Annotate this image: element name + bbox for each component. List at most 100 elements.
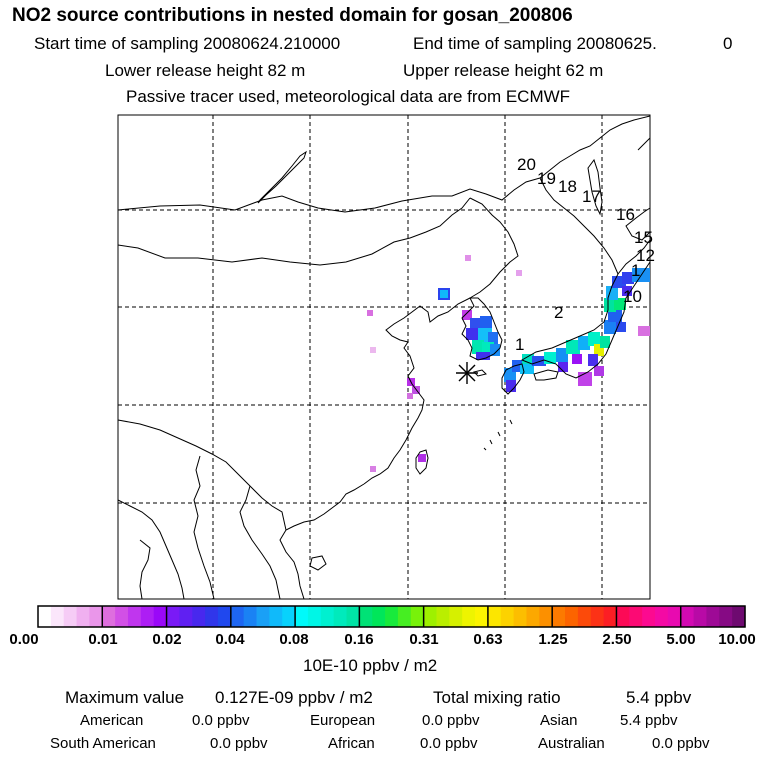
plume-cell (462, 310, 472, 320)
kamchatka-coast (637, 137, 651, 151)
plume-cell (522, 354, 534, 366)
colorbar-cell (385, 606, 399, 627)
colorbar-cell (462, 606, 476, 627)
region-value: 0.0 ppbv (422, 712, 480, 729)
colorbar-cell (629, 606, 643, 627)
jeju-island (473, 369, 487, 377)
region-value: 5.4 ppbv (620, 712, 678, 729)
colorbar-cell (475, 606, 489, 627)
trajectory-label: 17 (582, 187, 601, 206)
shikoku-coast (533, 369, 559, 381)
colorbar-cell (256, 606, 270, 627)
colorbar-cell (706, 606, 720, 627)
plume-cell (622, 272, 634, 284)
plume-cell (490, 344, 500, 356)
end-time-value: 0 (723, 34, 733, 53)
coastlines (117, 115, 651, 600)
colorbar-cell (230, 606, 245, 627)
colorbar-cell (359, 606, 373, 627)
trajectory-label: 20 (517, 155, 536, 174)
colorbar-cell (307, 606, 322, 627)
colorbar-cell (76, 606, 91, 627)
south-china-coast (279, 483, 365, 600)
border-southwest (117, 419, 287, 531)
colorbar-cell (719, 606, 733, 627)
plume-cell (370, 466, 376, 472)
region-name: Australian (538, 735, 605, 752)
concentration-field (367, 255, 650, 472)
colorbar-cell (539, 606, 553, 627)
trajectory-labels: 1 2 10 1 12 15 16 17 18 19 20 (515, 155, 655, 354)
colorbar-cell (500, 606, 515, 627)
hainan-coast (309, 555, 327, 571)
china-coast (363, 297, 471, 485)
colorbar-cell (179, 606, 193, 627)
total-mixing-value: 5.4 ppbv (626, 688, 692, 707)
trajectory-label: 2 (554, 303, 563, 322)
trajectory-label: 18 (558, 177, 577, 196)
russia-coast (539, 115, 651, 179)
trajectory-label: 1 (631, 261, 640, 280)
colorbar-cell (410, 606, 425, 627)
trajectory-label: 19 (537, 169, 556, 188)
colorbar-tick-label: 0.01 (88, 631, 118, 648)
colorbar-cell (590, 606, 605, 627)
colorbar-cell (102, 606, 116, 627)
plume-cell (480, 316, 492, 330)
colorbar-cell (346, 606, 360, 627)
region-value: 0.0 ppbv (210, 735, 268, 752)
region-name: European (310, 712, 376, 729)
colorbar-tick-label: 10.00 (718, 631, 756, 648)
plume-cell (418, 454, 426, 462)
trajectory-label: 15 (634, 228, 653, 247)
colorbar-cell (436, 606, 450, 627)
region-name: American (80, 712, 144, 729)
colorbar-cell (205, 606, 219, 627)
colorbar-unit: 10E-10 ppbv / m2 (303, 656, 438, 675)
colorbar-cell (320, 606, 335, 627)
honshu-coast (520, 238, 651, 379)
trajectory-label: 1 (515, 335, 524, 354)
taiwan-coast (415, 449, 429, 475)
plume-cell (558, 362, 568, 372)
colorbar-tick-label: 0.31 (409, 631, 439, 648)
region-name: South American (50, 735, 156, 752)
plume-cell (470, 318, 482, 330)
colorbar-cell (423, 606, 438, 627)
colorbar-cell (487, 606, 502, 627)
border-myanmar (193, 455, 215, 600)
colorbar-cell (603, 606, 618, 627)
colorbar-cell (397, 606, 412, 627)
plume-cell (516, 270, 522, 276)
plume-cell (566, 340, 580, 354)
region-value: 0.0 ppbv (652, 735, 710, 752)
colorbar-cell (616, 606, 630, 627)
colorbar-tick-label: 1.25 (538, 631, 568, 648)
plume-cell (506, 380, 516, 392)
max-value-label: Maximum value (65, 688, 185, 707)
plume-cell (616, 322, 626, 332)
colorbar-cell (192, 606, 206, 627)
colorbar-cell (732, 606, 746, 627)
colorbar-cell (282, 606, 296, 627)
plume-cell (638, 326, 650, 336)
max-value: 0.127E-09 ppbv / m2 (215, 688, 373, 707)
trajectory-label: 12 (636, 246, 655, 265)
colorbar-tick-label: 0.08 (279, 631, 309, 648)
russia-coast-2 (539, 177, 619, 275)
plume-cell (440, 290, 448, 298)
colorbar-cell (295, 606, 309, 627)
colorbar-tick-label: 0.00 (9, 631, 39, 648)
colorbar-cell (269, 606, 283, 627)
colorbar-cell (217, 606, 232, 627)
region-value: 0.0 ppbv (192, 712, 250, 729)
plume-cell (556, 348, 568, 362)
plume-cell (600, 336, 610, 348)
plume-cell (594, 366, 604, 376)
colorbar-cell (693, 606, 708, 627)
plume-cell (572, 354, 582, 364)
colorbar-tick-label: 0.63 (473, 631, 503, 648)
plume-cell (588, 354, 598, 366)
region-name: African (328, 735, 375, 752)
plume-cell (466, 328, 480, 340)
